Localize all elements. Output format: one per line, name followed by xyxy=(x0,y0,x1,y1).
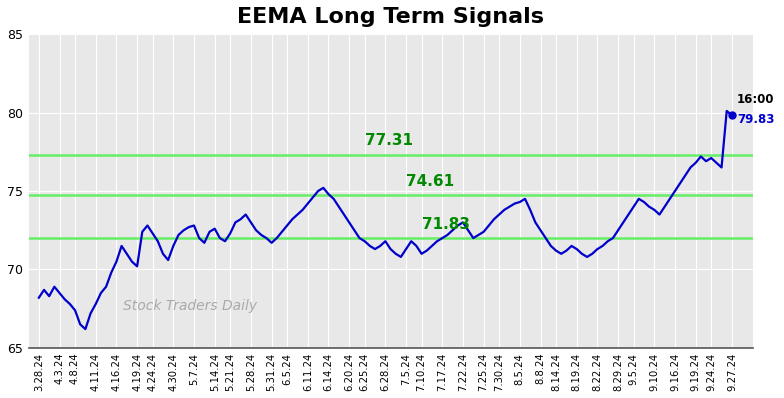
Title: EEMA Long Term Signals: EEMA Long Term Signals xyxy=(237,7,544,27)
Text: 77.31: 77.31 xyxy=(365,133,412,148)
Point xyxy=(726,112,739,118)
Text: 79.83: 79.83 xyxy=(737,113,775,126)
Text: 16:00: 16:00 xyxy=(737,93,775,105)
Text: 74.61: 74.61 xyxy=(406,174,454,189)
Text: Stock Traders Daily: Stock Traders Daily xyxy=(122,299,256,313)
Text: 71.83: 71.83 xyxy=(422,217,470,232)
